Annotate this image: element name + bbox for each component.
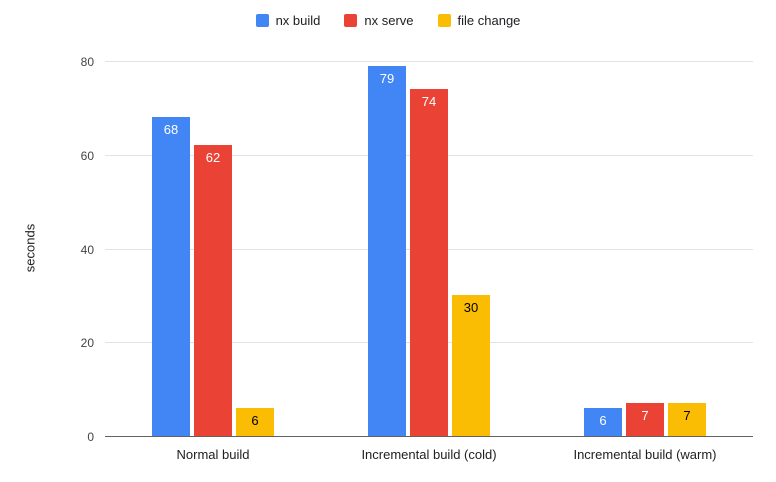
y-tick-0: 0: [87, 430, 94, 444]
bar-nx-build-normal-build: 68: [152, 117, 190, 436]
legend-item-nx-build: nx build: [255, 13, 321, 28]
y-tick-20: 20: [80, 336, 94, 351]
bar-value-label: 6: [599, 412, 607, 428]
y-tick-60: 60: [80, 148, 94, 163]
legend-swatch-file-change: [437, 14, 451, 27]
bar-value-label: 79: [379, 70, 395, 86]
bar-value-label: 62: [205, 150, 221, 166]
legend-item-nx-serve: nx serve: [344, 13, 414, 28]
y-tick-40: 40: [80, 242, 94, 257]
bar-file-change-incremental-build-warm: 7: [668, 403, 706, 436]
legend-label: nx build: [275, 13, 321, 28]
category-label-normal-build: Normal build: [176, 447, 250, 462]
bar-nx-serve-incremental-build-warm: 7: [626, 403, 664, 436]
x-axis-line: [105, 436, 753, 437]
bar-value-label: 7: [683, 408, 691, 424]
legend-swatch-nx-build: [255, 14, 269, 27]
bar-nx-serve-incremental-build-cold: 74: [410, 89, 448, 436]
legend-item-file-change: file change: [437, 13, 521, 28]
bar-value-label: 7: [641, 408, 649, 424]
chart-legend: nx build nx serve file change: [0, 13, 776, 28]
legend-swatch-nx-serve: [344, 14, 358, 27]
legend-label: nx serve: [364, 13, 414, 28]
bar-value-label: 74: [421, 94, 437, 110]
category-label-incremental-build-cold: Incremental build (cold): [361, 447, 497, 462]
y-tick-80: 80: [80, 55, 94, 69]
category-label-incremental-build-warm: Incremental build (warm): [573, 447, 717, 462]
legend-label: file change: [457, 13, 521, 28]
bar-file-change-incremental-build-cold: 30: [452, 295, 490, 436]
plot-area: 68 62 6 79 74 30 6 7 7: [105, 47, 753, 437]
bar-nx-build-incremental-build-warm: 6: [584, 407, 622, 436]
bar-value-label: 68: [163, 122, 179, 138]
bar-value-label: 6: [251, 412, 259, 428]
y-axis-title: seconds: [22, 223, 38, 273]
bar-value-label: 30: [463, 300, 479, 316]
gridline-80: [105, 61, 753, 62]
bar-nx-serve-normal-build: 62: [194, 145, 232, 436]
bar-file-change-normal-build: 6: [236, 407, 274, 436]
bar-nx-build-incremental-build-cold: 79: [368, 65, 406, 436]
